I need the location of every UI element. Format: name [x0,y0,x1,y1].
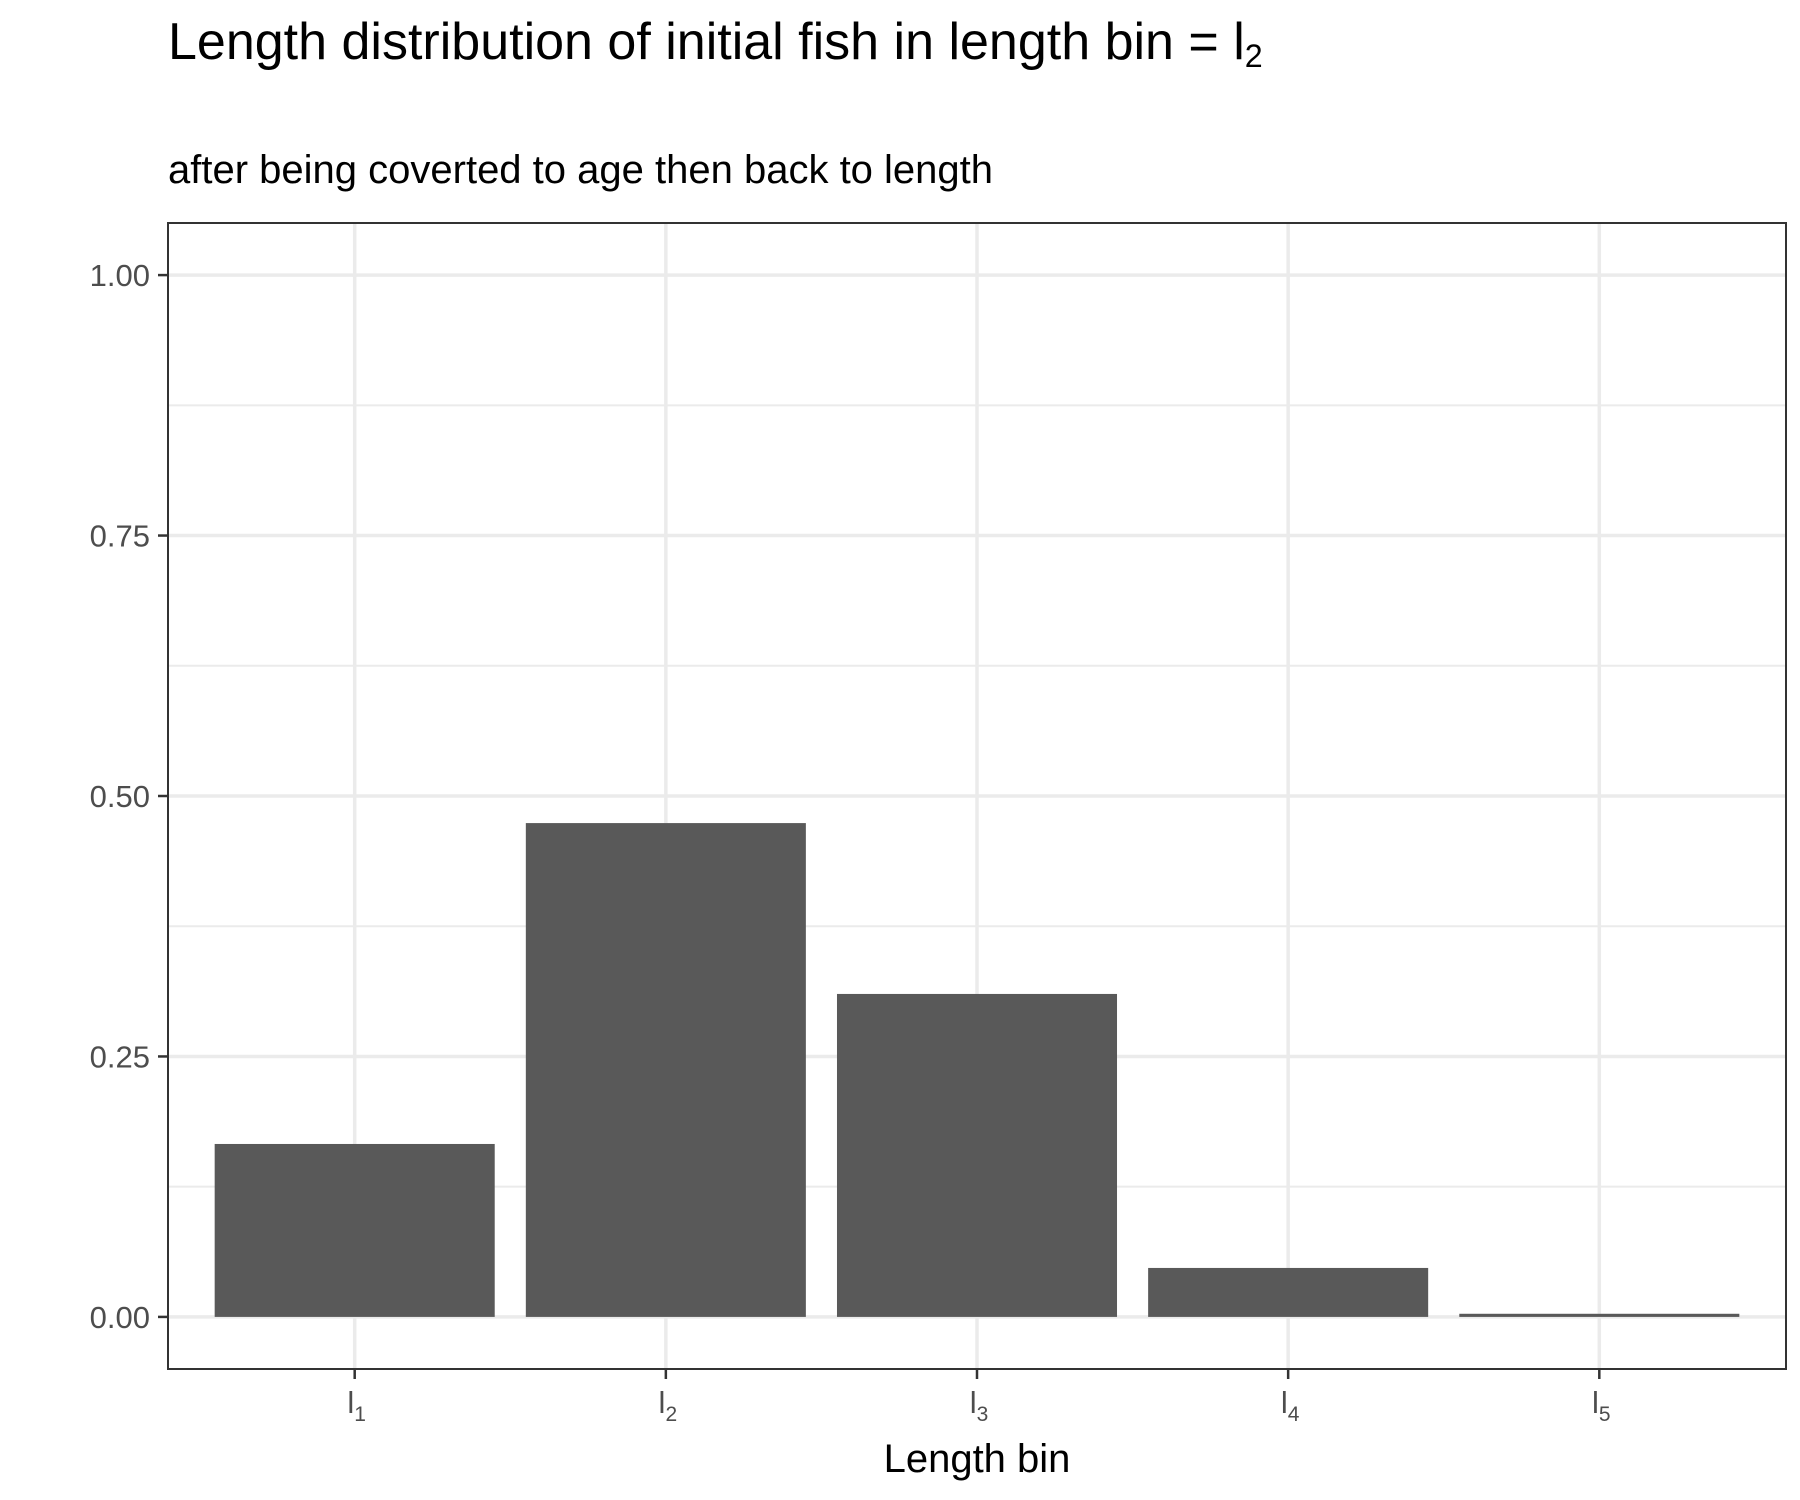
chart-subtitle: after being coverted to age then back to… [168,148,994,192]
y-tick-label: 0.25 [90,1039,150,1074]
y-tick-label: 1.00 [90,258,150,293]
bar-l3 [836,993,1118,1317]
chart-title: Length distribution of initial fish in l… [168,13,1263,75]
y-tick-label: 0.00 [90,1300,150,1335]
y-axis: 0.00 0.25 0.50 0.75 1.00 [90,258,168,1335]
x-tick-label: l1 [347,1385,366,1426]
x-axis: l1 l2 l3 l4 l5 [347,1369,1611,1426]
x-tick-label: l5 [1592,1385,1611,1426]
bar-l1 [214,1143,495,1317]
x-axis-label: Length bin [883,1437,1071,1481]
bars [214,823,1740,1317]
x-tick-label: l2 [659,1385,678,1426]
bar-l4 [1148,1267,1429,1317]
y-tick-label: 0.75 [90,519,150,554]
y-tick-label: 0.50 [90,779,150,814]
x-tick-label: l3 [970,1385,989,1426]
x-tick-label: l4 [1281,1385,1300,1426]
bar-l5 [1459,1313,1740,1317]
bar-l2 [525,823,806,1317]
